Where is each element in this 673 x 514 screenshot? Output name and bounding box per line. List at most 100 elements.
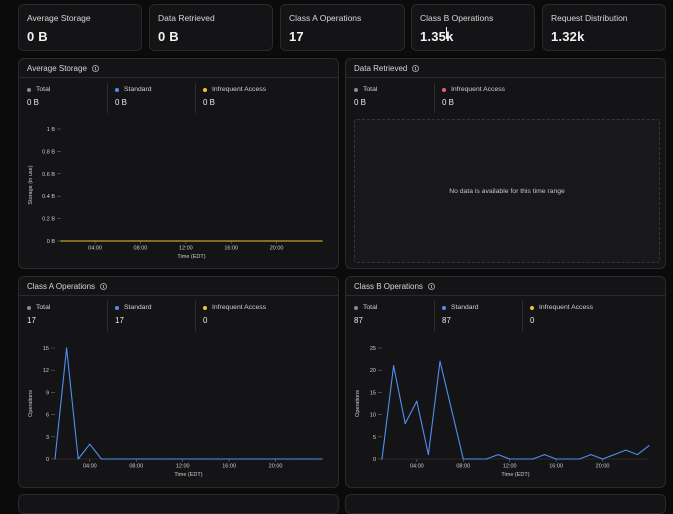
stat-card-data-retrieved[interactable]: Data Retrieved 0 B [149,4,273,51]
legend-label: Standard [124,86,152,93]
legend-item-total[interactable]: Total 0 B [354,86,377,110]
data-point[interactable] [112,458,114,460]
x-tick-label: 04:00 [88,246,102,252]
data-point[interactable] [485,458,488,460]
data-point[interactable] [462,458,464,460]
legend-label: Standard [451,304,479,311]
panel-title: Class B Operations [354,281,423,291]
data-point[interactable] [451,409,453,411]
data-point[interactable] [251,458,253,460]
legend-item-standard[interactable]: Standard 87 [442,304,479,328]
data-point[interactable] [543,453,546,456]
data-point[interactable] [216,458,219,460]
legend-item-standard[interactable]: Standard 0 B [115,86,152,110]
data-point[interactable] [625,449,627,451]
legend-item-standard[interactable]: Standard 17 [115,304,152,328]
data-point[interactable] [135,458,137,460]
info-icon[interactable] [427,282,435,290]
panel-partial [18,494,339,514]
data-point[interactable] [567,458,569,460]
stat-card-request-distribution[interactable]: Request Distribution 1.32k [542,4,666,51]
data-point[interactable] [416,400,418,402]
legend-item-infrequent-access[interactable]: Infrequent Access 0 [530,304,593,328]
y-tick-label: 0 B [47,239,56,245]
data-point[interactable] [193,458,195,460]
legend-value: 87 [442,316,451,325]
data-point[interactable] [613,453,615,456]
data-point[interactable] [147,458,149,460]
data-point[interactable] [321,240,323,242]
data-point[interactable] [182,458,184,460]
panel-header: Class B Operations [346,277,665,296]
info-icon[interactable] [100,282,108,290]
data-point[interactable] [274,458,277,460]
data-point[interactable] [205,458,207,460]
stat-card-class-a-operations[interactable]: Class A Operations 17 [280,4,405,51]
data-point[interactable] [124,458,126,460]
data-point[interactable] [393,365,395,367]
info-icon[interactable] [412,64,420,72]
legend-value: 0 [203,316,208,325]
panel-title: Class A Operations [27,281,96,291]
data-point[interactable] [77,458,79,460]
data-point[interactable] [555,458,557,460]
legend-item-infrequent-access[interactable]: Infrequent Access 0 B [442,86,505,110]
y-tick-label: 0.6 B [42,172,55,178]
data-point[interactable] [298,458,300,460]
data-point[interactable] [636,453,638,456]
data-point[interactable] [66,347,68,349]
data-point[interactable] [648,445,650,447]
data-point[interactable] [60,240,62,242]
data-point[interactable] [309,458,311,460]
panel-title: Data Retrieved [354,63,408,73]
legend-item-total[interactable]: Total 0 B [27,86,50,110]
data-point[interactable] [590,453,592,456]
stat-card-average-storage[interactable]: Average Storage 0 B [18,4,142,51]
x-tick-label: 04:00 [83,464,97,470]
legend-value: 87 [354,316,363,325]
data-point[interactable] [240,458,242,460]
y-tick-label: 12 [43,368,49,374]
data-point[interactable] [54,458,56,460]
y-axis-label: Storage (in use) [28,165,34,204]
legend-item-total[interactable]: Total 87 [354,304,377,328]
x-tick-label: 20:00 [269,464,283,470]
stat-value: 0 B [27,29,48,44]
legend-label: Total [363,86,378,93]
data-point[interactable] [532,458,534,460]
series-line-standard[interactable] [54,347,322,460]
data-point[interactable] [100,458,103,460]
data-point[interactable] [497,453,499,456]
legend-item-infrequent-access[interactable]: Infrequent Access 0 B [203,86,266,110]
series-line-standard[interactable] [381,360,650,460]
data-point[interactable] [427,453,430,456]
legend-item-total[interactable]: Total 17 [27,304,50,328]
legend-item-infrequent-access[interactable]: Infrequent Access 0 [203,304,266,328]
data-point[interactable] [520,458,522,460]
data-point[interactable] [474,458,476,460]
data-point[interactable] [158,458,161,460]
data-point[interactable] [89,443,91,445]
data-point[interactable] [578,458,580,460]
data-point[interactable] [263,458,265,460]
average-storage-chart: 0 B 0.2 B 0.4 B 0.6 B 0.8 B 1 B 04:00 08:00 12:0… [28,127,323,260]
stat-label: Class A Operations [289,13,362,23]
x-axis-label: Time (EDT) [177,254,205,260]
data-point[interactable] [601,458,604,460]
x-tick-label: 08:00 [134,246,148,252]
standard-dot-icon [115,305,119,310]
y-tick-label: 5 [373,435,376,441]
data-point[interactable] [321,458,323,460]
data-point[interactable] [509,458,511,460]
data-point[interactable] [381,458,383,460]
data-point[interactable] [404,422,406,425]
stat-card-class-b-operations[interactable]: Class B Operations 1.35k [411,4,535,51]
data-point[interactable] [228,458,230,460]
data-point[interactable] [170,458,172,460]
chart-legend: Total 0 B Standard 0 B Infrequent Access… [27,83,330,113]
data-point[interactable] [286,458,288,460]
legend-label: Infrequent Access [539,304,594,311]
data-point[interactable] [439,360,441,362]
info-icon[interactable] [91,64,99,72]
infrequent-dot-icon [530,305,534,310]
